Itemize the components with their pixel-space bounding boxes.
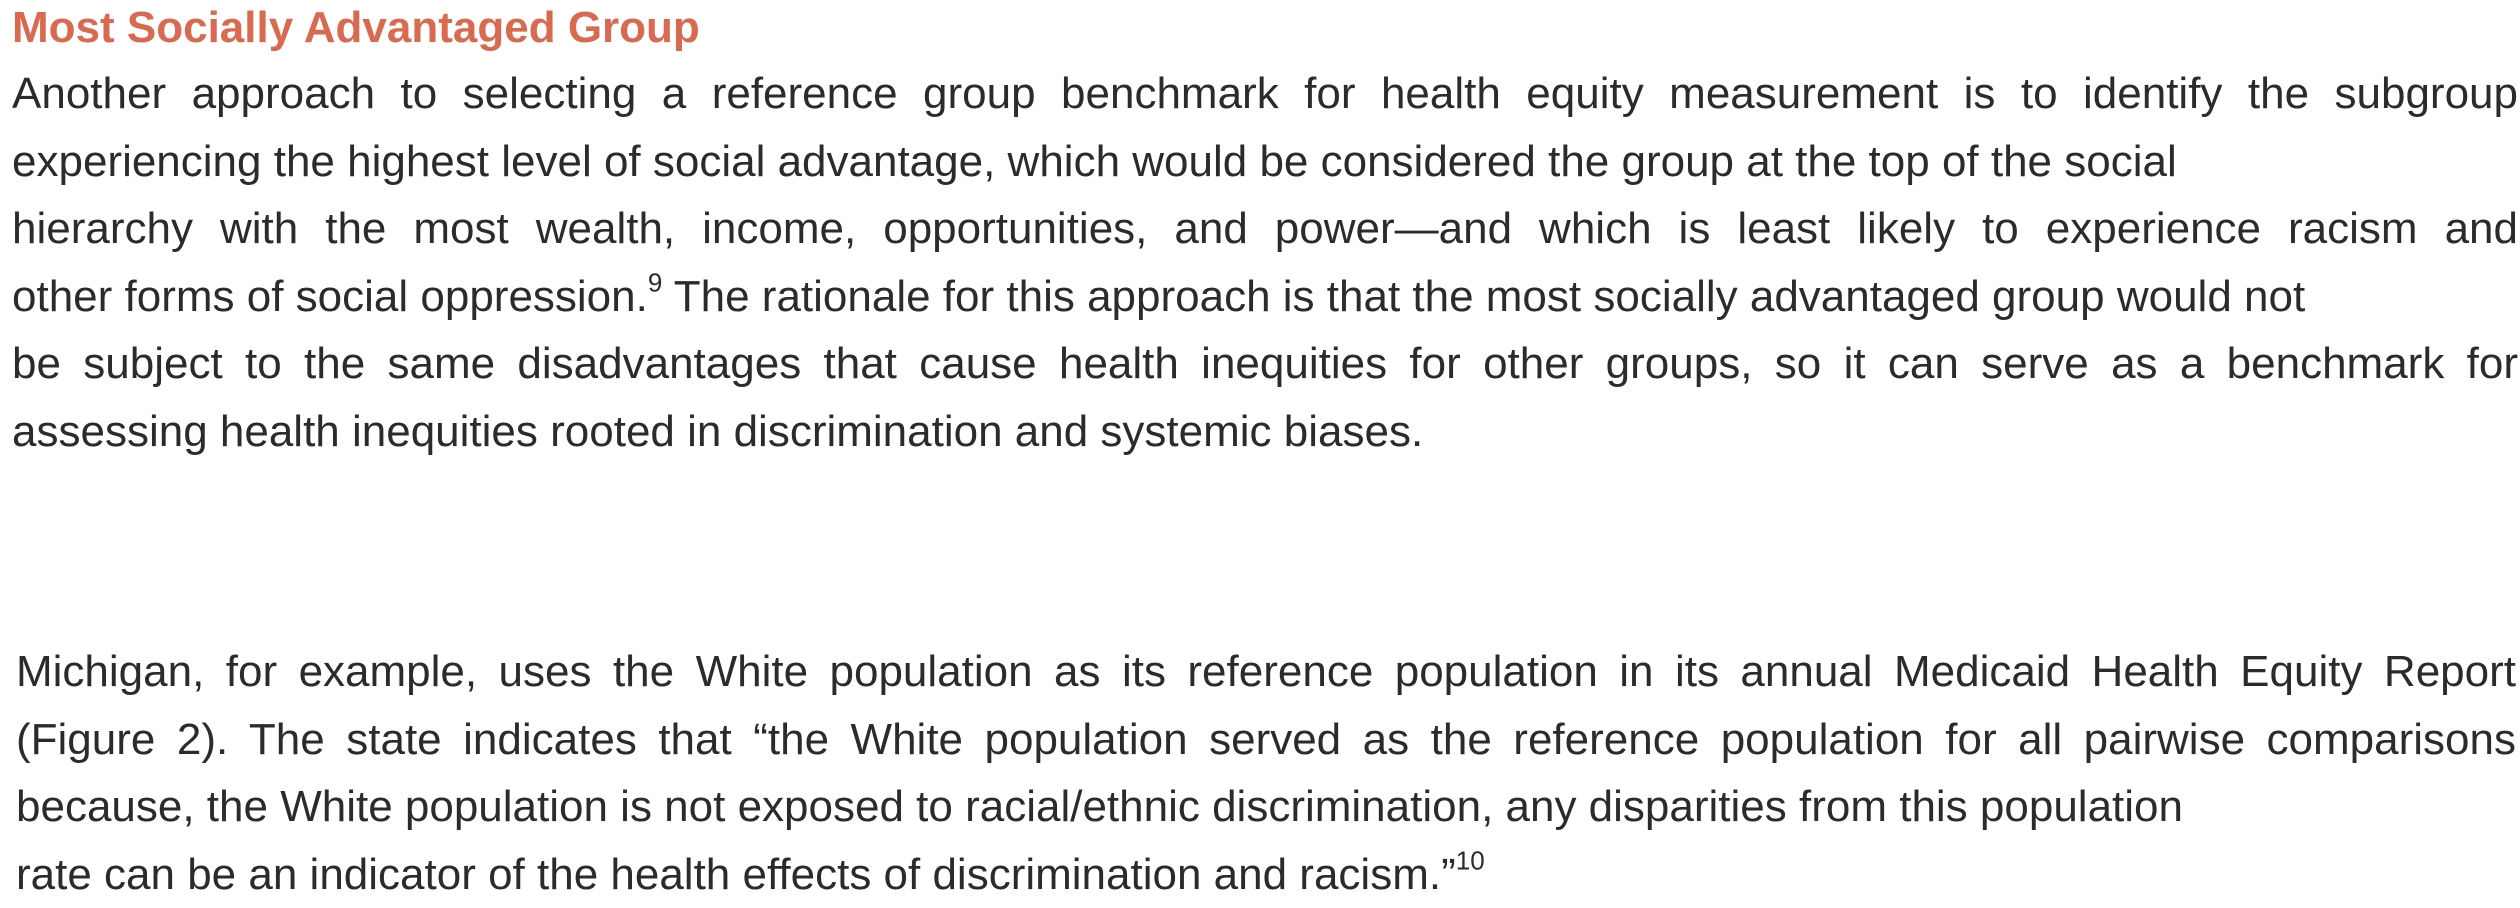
footnote-reference: 9: [648, 267, 662, 297]
section-heading: Most Socially Advantaged Group: [12, 0, 700, 56]
paragraph-line: be subject to the same disadvantages tha…: [12, 330, 2518, 398]
paragraph-line: assessing health inequities rooted in di…: [12, 398, 2518, 466]
paragraph-line: Michigan, for example, uses the White po…: [16, 638, 2516, 706]
paragraph-line: other forms of social oppression.9 The r…: [12, 263, 2518, 331]
paragraph-line: Another approach to selecting a referenc…: [12, 60, 2518, 128]
paragraph-line: because, the White population is not exp…: [16, 773, 2516, 841]
paragraph-text: rate can be an indicator of the health e…: [16, 850, 1456, 899]
footnote-reference: 10: [1456, 845, 1485, 875]
paragraph-line: hierarchy with the most wealth, income, …: [12, 195, 2518, 263]
paragraph-line: (Figure 2). The state indicates that “th…: [16, 706, 2516, 774]
body-paragraph-michigan-example: Michigan, for example, uses the White po…: [16, 638, 2516, 908]
paragraph-line: rate can be an indicator of the health e…: [16, 841, 2516, 908]
paragraph-line: experiencing the highest level of social…: [12, 128, 2518, 196]
paragraph-text: other forms of social oppression.: [12, 272, 648, 321]
body-paragraph-reference-group: Another approach to selecting a referenc…: [12, 60, 2518, 465]
paragraph-text: The rationale for this approach is that …: [662, 272, 2305, 321]
